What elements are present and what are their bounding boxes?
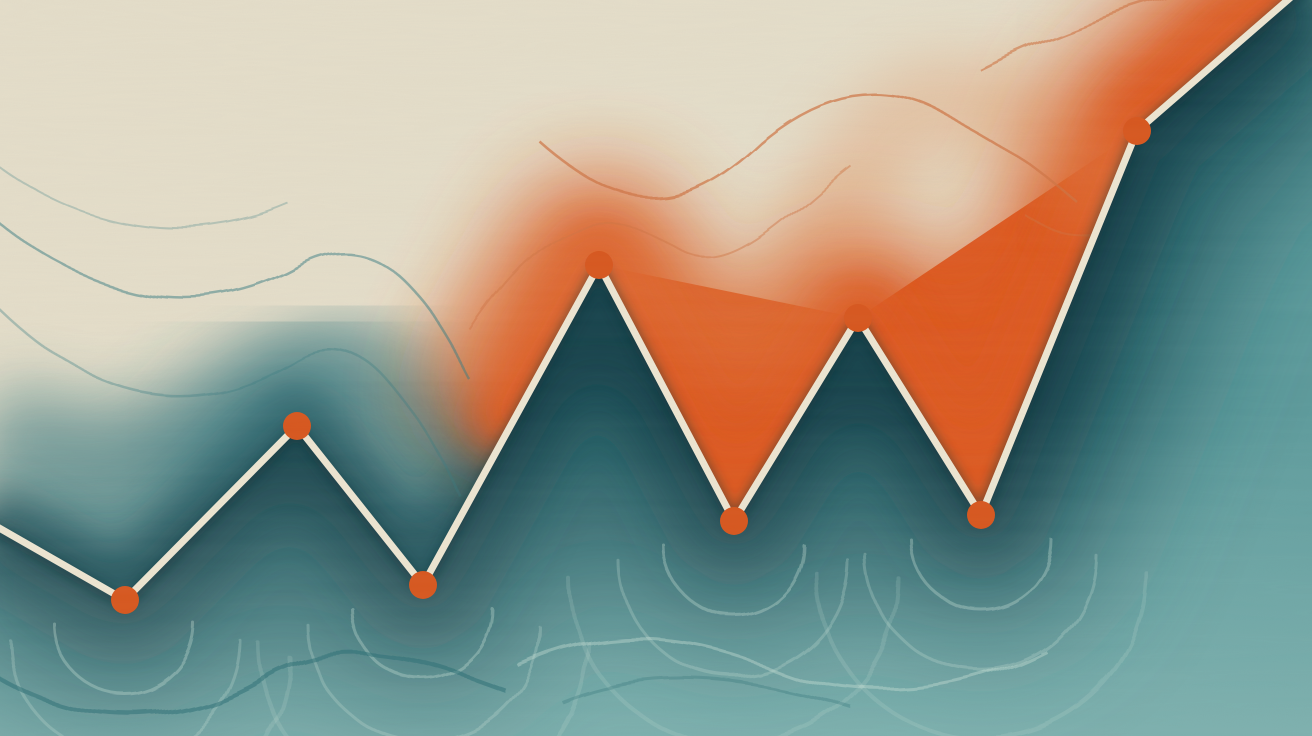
abstract-line-chart-illustration: [0, 0, 1312, 736]
paper-grain-overlay: [0, 0, 1312, 736]
illustration-canvas: [0, 0, 1312, 736]
